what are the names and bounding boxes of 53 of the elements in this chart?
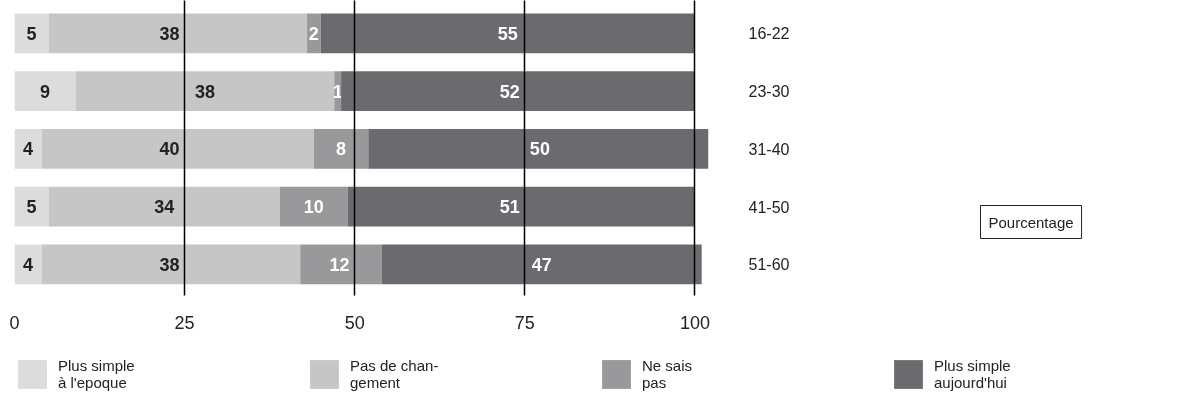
data-label: 1	[332, 81, 343, 102]
legend-label: Pas de chan- gement	[350, 356, 440, 392]
y-tick-label: 51-60	[748, 256, 790, 274]
legend-label: Ne sais pas	[642, 356, 694, 392]
y-tick-label: 23-30	[748, 83, 790, 101]
bar	[313, 128, 369, 169]
x-tick-label: 75	[514, 312, 535, 333]
bar	[14, 71, 76, 112]
data-label: 5	[26, 197, 37, 218]
bar	[368, 128, 709, 169]
data-label: 38	[159, 23, 180, 44]
data-label: 10	[303, 197, 324, 218]
bar	[48, 13, 308, 54]
bar	[279, 186, 348, 227]
data-label: 5	[26, 23, 37, 44]
y-tick-label: 41-50	[748, 198, 790, 216]
data-label: 4	[23, 139, 34, 160]
data-label: 50	[529, 139, 550, 160]
data-label: 51	[499, 197, 520, 218]
data-label: 47	[531, 254, 552, 275]
bar	[14, 186, 49, 227]
legend-label: Plus simple à l'epoque	[58, 356, 136, 392]
data-label: 38	[159, 254, 180, 275]
bar	[14, 13, 49, 54]
x-tick-label: 100	[679, 312, 710, 333]
legend-label: Plus simple aujourd'hui	[934, 356, 1012, 392]
bar	[381, 244, 702, 285]
data-label: 12	[329, 254, 350, 275]
data-label: 38	[195, 81, 216, 102]
bar	[341, 71, 695, 112]
data-label: 40	[159, 139, 180, 160]
data-label: 55	[497, 23, 518, 44]
bar	[75, 71, 335, 112]
data-label: 34	[154, 197, 175, 218]
y-tick-label: 31-40	[748, 140, 790, 158]
x-tick-label: 25	[174, 312, 195, 333]
bar	[320, 13, 695, 54]
x-tick-label: 0	[9, 312, 20, 333]
data-label: 52	[499, 81, 520, 102]
bar	[14, 244, 42, 285]
data-label: 2	[308, 23, 319, 44]
bar	[41, 244, 301, 285]
x-tick-label: 50	[344, 312, 365, 333]
bar	[41, 128, 314, 169]
data-label: 4	[23, 254, 34, 275]
text: Pourcentage	[988, 213, 1074, 231]
y-tick-label: 16-22	[748, 25, 790, 43]
bar	[48, 186, 280, 227]
bar	[347, 186, 695, 227]
bar	[300, 244, 382, 285]
data-label: 9	[40, 81, 51, 102]
bar	[14, 128, 42, 169]
data-label: 8	[336, 139, 347, 160]
